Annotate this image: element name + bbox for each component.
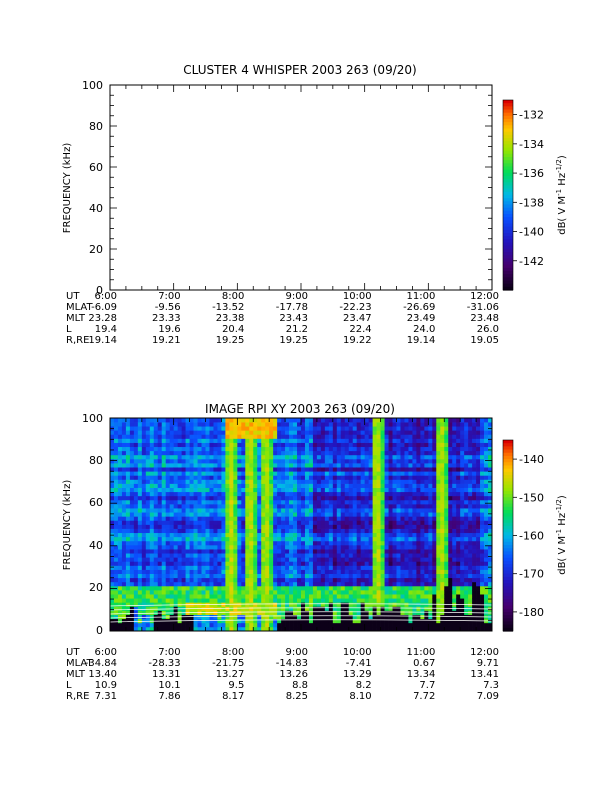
plot-background [110, 85, 492, 290]
spectrogram-area [109, 84, 493, 291]
panel-cluster4: CLUSTER 4 WHISPER 2003 263 (09/20) 0 20 … [62, 63, 568, 346]
chart-title: CLUSTER 4 WHISPER 2003 263 (09/20) [183, 63, 416, 77]
